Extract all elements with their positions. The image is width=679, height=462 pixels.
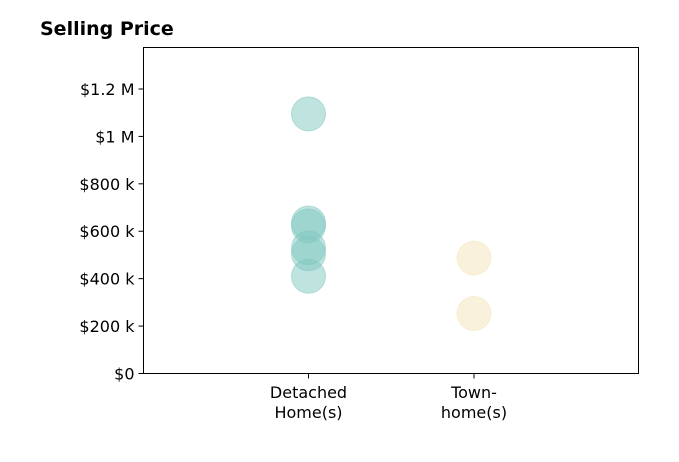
y-axis: $0 $200 k $400 k $600 k $800 k $1 M $1.2 M: [79, 80, 144, 384]
y-tick-label: $800 k: [79, 175, 135, 194]
x-tick-label: Town-: [450, 383, 497, 402]
x-tick-label: home(s): [441, 403, 507, 422]
data-point: [456, 296, 492, 332]
x-tick-label: Home(s): [274, 403, 342, 422]
plot-marks: [291, 96, 492, 332]
y-tick-label: $1.2 M: [80, 80, 135, 99]
y-tick-label: $0: [114, 365, 134, 384]
y-tick-label: $600 k: [79, 222, 135, 241]
data-point: [456, 240, 492, 276]
x-tick-label: Detached: [270, 383, 347, 402]
data-point: [291, 96, 326, 132]
data-point: [291, 258, 326, 294]
y-tick-label: $400 k: [79, 270, 135, 289]
y-tick-label: $1 M: [95, 127, 134, 146]
y-tick-label: $200 k: [79, 317, 135, 336]
chart-title: Selling Price: [40, 18, 174, 40]
plot-frame: [143, 47, 639, 374]
